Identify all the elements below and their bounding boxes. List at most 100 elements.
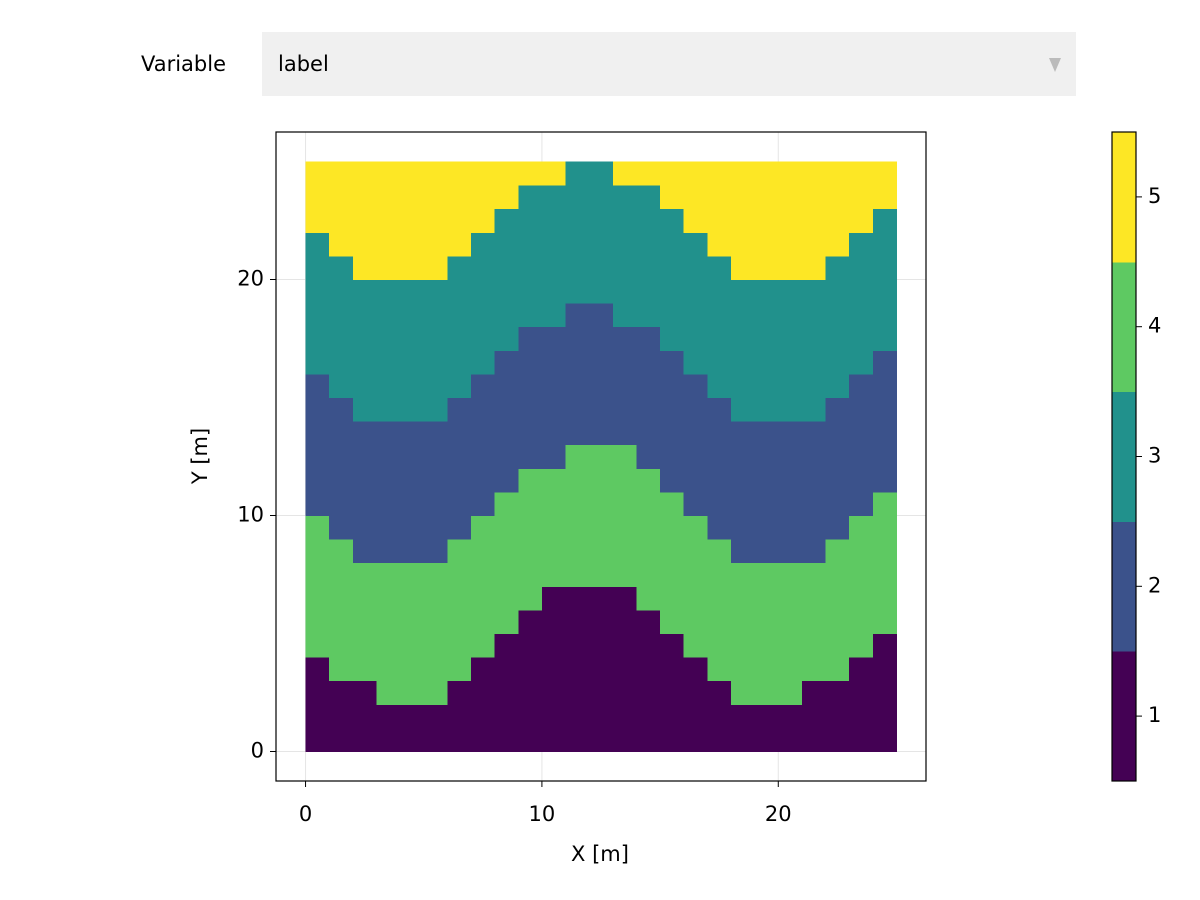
heatmap-cell	[305, 185, 330, 210]
heatmap-cell	[707, 326, 732, 351]
heatmap-cell	[849, 255, 874, 280]
heatmap-cell	[660, 232, 685, 257]
dropdown-arrow[interactable]	[1049, 58, 1061, 72]
heatmap-cell	[849, 657, 874, 682]
heatmap-cell	[305, 586, 330, 611]
heatmap-cell	[754, 444, 779, 469]
heatmap-cell	[376, 232, 401, 257]
heatmap-cell	[518, 633, 543, 658]
heatmap-cell	[352, 704, 377, 729]
heatmap-cell	[352, 586, 377, 611]
dropdown-value[interactable]: label	[278, 52, 329, 76]
heatmap-cell	[825, 185, 850, 210]
heatmap-cell	[660, 185, 685, 210]
heatmap-cell	[825, 208, 850, 233]
heatmap-cell	[423, 303, 448, 328]
heatmap-cell	[305, 279, 330, 304]
heatmap-cell	[612, 255, 637, 280]
heatmap-cell	[305, 232, 330, 257]
heatmap-cell	[778, 727, 803, 752]
heatmap-cell	[683, 232, 708, 257]
heatmap-cell	[352, 185, 377, 210]
heatmap-cell	[612, 491, 637, 516]
heatmap-cell	[778, 609, 803, 634]
heatmap-cell	[376, 539, 401, 564]
heatmap-cell	[707, 255, 732, 280]
heatmap-cell	[801, 562, 827, 587]
heatmap-cell	[825, 444, 850, 469]
heatmap-cell	[636, 397, 661, 422]
heatmap-cell	[518, 727, 543, 752]
heatmap-cell	[801, 704, 827, 729]
heatmap-cell	[376, 421, 401, 446]
heatmap-cell	[376, 491, 401, 516]
heatmap-cell	[589, 303, 614, 328]
heatmap-cell	[541, 350, 567, 375]
heatmap-cell	[589, 161, 614, 186]
heatmap-cell	[849, 303, 874, 328]
heatmap-cell	[825, 727, 850, 752]
heatmap-cell	[778, 468, 803, 493]
control-label: Variable	[141, 52, 226, 76]
heatmap-cell	[660, 586, 685, 611]
heatmap-cell	[707, 586, 732, 611]
heatmap-cell	[660, 539, 685, 564]
heatmap-cell	[778, 373, 803, 398]
heatmap-cell	[305, 373, 330, 398]
heatmap-cell	[329, 373, 354, 398]
heatmap-cell	[494, 727, 519, 752]
heatmap-cell	[376, 515, 401, 540]
heatmap-cell	[329, 232, 354, 257]
heatmap-cell	[447, 562, 472, 587]
heatmap-cell	[565, 326, 590, 351]
heatmap-cell	[754, 657, 779, 682]
heatmap-cell	[589, 468, 614, 493]
heatmap-cell	[352, 161, 377, 186]
heatmap-cell	[778, 421, 803, 446]
heatmap-cell	[541, 633, 567, 658]
heatmap-cell	[849, 373, 874, 398]
heatmap-cell	[731, 232, 756, 257]
heatmap-cell	[778, 279, 803, 304]
heatmap-cell	[400, 586, 425, 611]
heatmap-cell	[778, 397, 803, 422]
heatmap-cell	[541, 491, 567, 516]
heatmap-cell	[731, 326, 756, 351]
heatmap-cell	[660, 727, 685, 752]
heatmap-cell	[541, 232, 567, 257]
heatmap-cell	[731, 397, 756, 422]
heatmap-cell	[660, 303, 685, 328]
heatmap-cell	[400, 279, 425, 304]
heatmap-cell	[683, 515, 708, 540]
heatmap-cell	[660, 633, 685, 658]
heatmap-cell	[423, 633, 448, 658]
heatmap-cell	[376, 609, 401, 634]
heatmap-cell	[305, 444, 330, 469]
heatmap-cell	[400, 515, 425, 540]
heatmap-cell	[660, 279, 685, 304]
heatmap-cell	[778, 232, 803, 257]
heatmap-cell	[683, 444, 708, 469]
heatmap-cell	[589, 491, 614, 516]
heatmap-cell	[518, 562, 543, 587]
heatmap-cell	[589, 397, 614, 422]
heatmap-cell	[778, 444, 803, 469]
heatmap-cell	[825, 657, 850, 682]
heatmap-cell	[849, 727, 874, 752]
heatmap-cell	[801, 444, 827, 469]
heatmap-cell	[778, 350, 803, 375]
heatmap-cell	[636, 539, 661, 564]
heatmap-cell	[683, 468, 708, 493]
heatmap-cell	[518, 397, 543, 422]
dropdown[interactable]	[262, 32, 1076, 96]
heatmap-cell	[565, 397, 590, 422]
heatmap-cell	[636, 185, 661, 210]
heatmap-cell	[329, 303, 354, 328]
heatmap-cell	[518, 609, 543, 634]
heatmap-cell	[707, 633, 732, 658]
heatmap-cell	[825, 350, 850, 375]
heatmap-cell	[447, 421, 472, 446]
heatmap-cell	[801, 491, 827, 516]
heatmap-cell	[423, 539, 448, 564]
